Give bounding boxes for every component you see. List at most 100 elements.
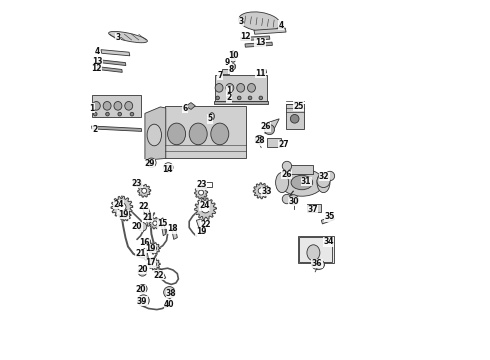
- Bar: [92, 95, 141, 117]
- Text: 4: 4: [95, 46, 100, 55]
- Ellipse shape: [291, 175, 313, 190]
- Polygon shape: [254, 28, 286, 34]
- Polygon shape: [111, 196, 133, 218]
- Polygon shape: [101, 50, 130, 56]
- Ellipse shape: [106, 112, 109, 116]
- Ellipse shape: [231, 64, 236, 69]
- Ellipse shape: [138, 222, 147, 231]
- Text: 22: 22: [200, 220, 211, 229]
- Ellipse shape: [239, 12, 280, 31]
- Text: 37: 37: [307, 205, 318, 214]
- Text: 16: 16: [139, 238, 149, 247]
- Ellipse shape: [139, 284, 147, 293]
- Ellipse shape: [109, 31, 147, 43]
- Polygon shape: [145, 212, 151, 226]
- Ellipse shape: [114, 102, 122, 110]
- Text: 19: 19: [118, 210, 128, 219]
- Ellipse shape: [280, 169, 323, 196]
- Text: 35: 35: [325, 212, 335, 221]
- Ellipse shape: [231, 51, 236, 56]
- Text: 40: 40: [164, 300, 174, 309]
- Ellipse shape: [138, 267, 147, 276]
- Polygon shape: [222, 69, 229, 74]
- Text: 1: 1: [226, 86, 232, 95]
- Circle shape: [142, 188, 147, 193]
- Polygon shape: [99, 60, 126, 66]
- Ellipse shape: [289, 195, 298, 205]
- Ellipse shape: [215, 84, 223, 92]
- Text: 39: 39: [137, 297, 147, 306]
- Bar: [307, 204, 320, 212]
- Polygon shape: [321, 216, 334, 224]
- Text: 12: 12: [241, 32, 251, 41]
- Ellipse shape: [103, 102, 111, 110]
- Text: 22: 22: [153, 271, 164, 279]
- Bar: [204, 182, 212, 187]
- Polygon shape: [138, 184, 151, 197]
- Polygon shape: [160, 218, 166, 236]
- Text: 33: 33: [261, 187, 272, 196]
- Ellipse shape: [325, 171, 335, 181]
- Polygon shape: [241, 36, 270, 41]
- Text: 32: 32: [319, 172, 329, 181]
- Polygon shape: [171, 225, 177, 239]
- Text: 36: 36: [312, 259, 322, 268]
- Ellipse shape: [94, 112, 97, 116]
- Text: 20: 20: [135, 285, 146, 294]
- Polygon shape: [186, 103, 196, 109]
- Text: 2: 2: [226, 94, 231, 102]
- Ellipse shape: [168, 123, 186, 145]
- Polygon shape: [98, 67, 122, 72]
- Polygon shape: [262, 69, 267, 74]
- Text: 20: 20: [132, 222, 142, 231]
- Text: 3: 3: [238, 17, 244, 26]
- Polygon shape: [120, 210, 131, 221]
- Circle shape: [123, 213, 127, 217]
- Text: 29: 29: [145, 159, 155, 168]
- Text: 21: 21: [143, 213, 153, 222]
- Ellipse shape: [275, 172, 289, 193]
- Polygon shape: [148, 243, 160, 254]
- Text: 34: 34: [323, 238, 334, 246]
- Text: 9: 9: [225, 58, 230, 67]
- Ellipse shape: [317, 175, 330, 188]
- Ellipse shape: [216, 96, 220, 100]
- Text: 13: 13: [93, 57, 103, 66]
- Polygon shape: [148, 258, 160, 270]
- Ellipse shape: [255, 135, 264, 144]
- Ellipse shape: [312, 260, 324, 270]
- Text: 11: 11: [256, 69, 266, 78]
- Ellipse shape: [209, 113, 215, 120]
- Ellipse shape: [227, 96, 230, 100]
- Bar: [133, 181, 141, 186]
- Polygon shape: [196, 219, 205, 234]
- Polygon shape: [149, 217, 161, 229]
- Text: 20: 20: [137, 265, 147, 274]
- Ellipse shape: [147, 124, 162, 146]
- Text: 19: 19: [146, 244, 156, 253]
- Text: 15: 15: [157, 219, 168, 228]
- Ellipse shape: [130, 112, 134, 116]
- Circle shape: [166, 165, 171, 170]
- Text: 13: 13: [255, 38, 266, 47]
- Circle shape: [153, 221, 157, 225]
- Bar: [215, 75, 267, 101]
- Text: 19: 19: [196, 228, 206, 236]
- Text: 2: 2: [92, 126, 97, 134]
- Circle shape: [149, 161, 153, 165]
- Polygon shape: [245, 42, 272, 47]
- Ellipse shape: [282, 161, 292, 171]
- Text: 6: 6: [182, 104, 188, 112]
- Text: 24: 24: [113, 200, 123, 209]
- Ellipse shape: [211, 123, 229, 145]
- Text: 7: 7: [217, 71, 222, 80]
- Polygon shape: [195, 198, 216, 220]
- Ellipse shape: [247, 84, 255, 92]
- Ellipse shape: [237, 84, 245, 92]
- Ellipse shape: [307, 245, 320, 261]
- Ellipse shape: [92, 102, 100, 110]
- Ellipse shape: [138, 295, 149, 306]
- Text: 26: 26: [260, 122, 270, 131]
- Text: 3: 3: [115, 33, 121, 42]
- Text: 17: 17: [146, 258, 156, 267]
